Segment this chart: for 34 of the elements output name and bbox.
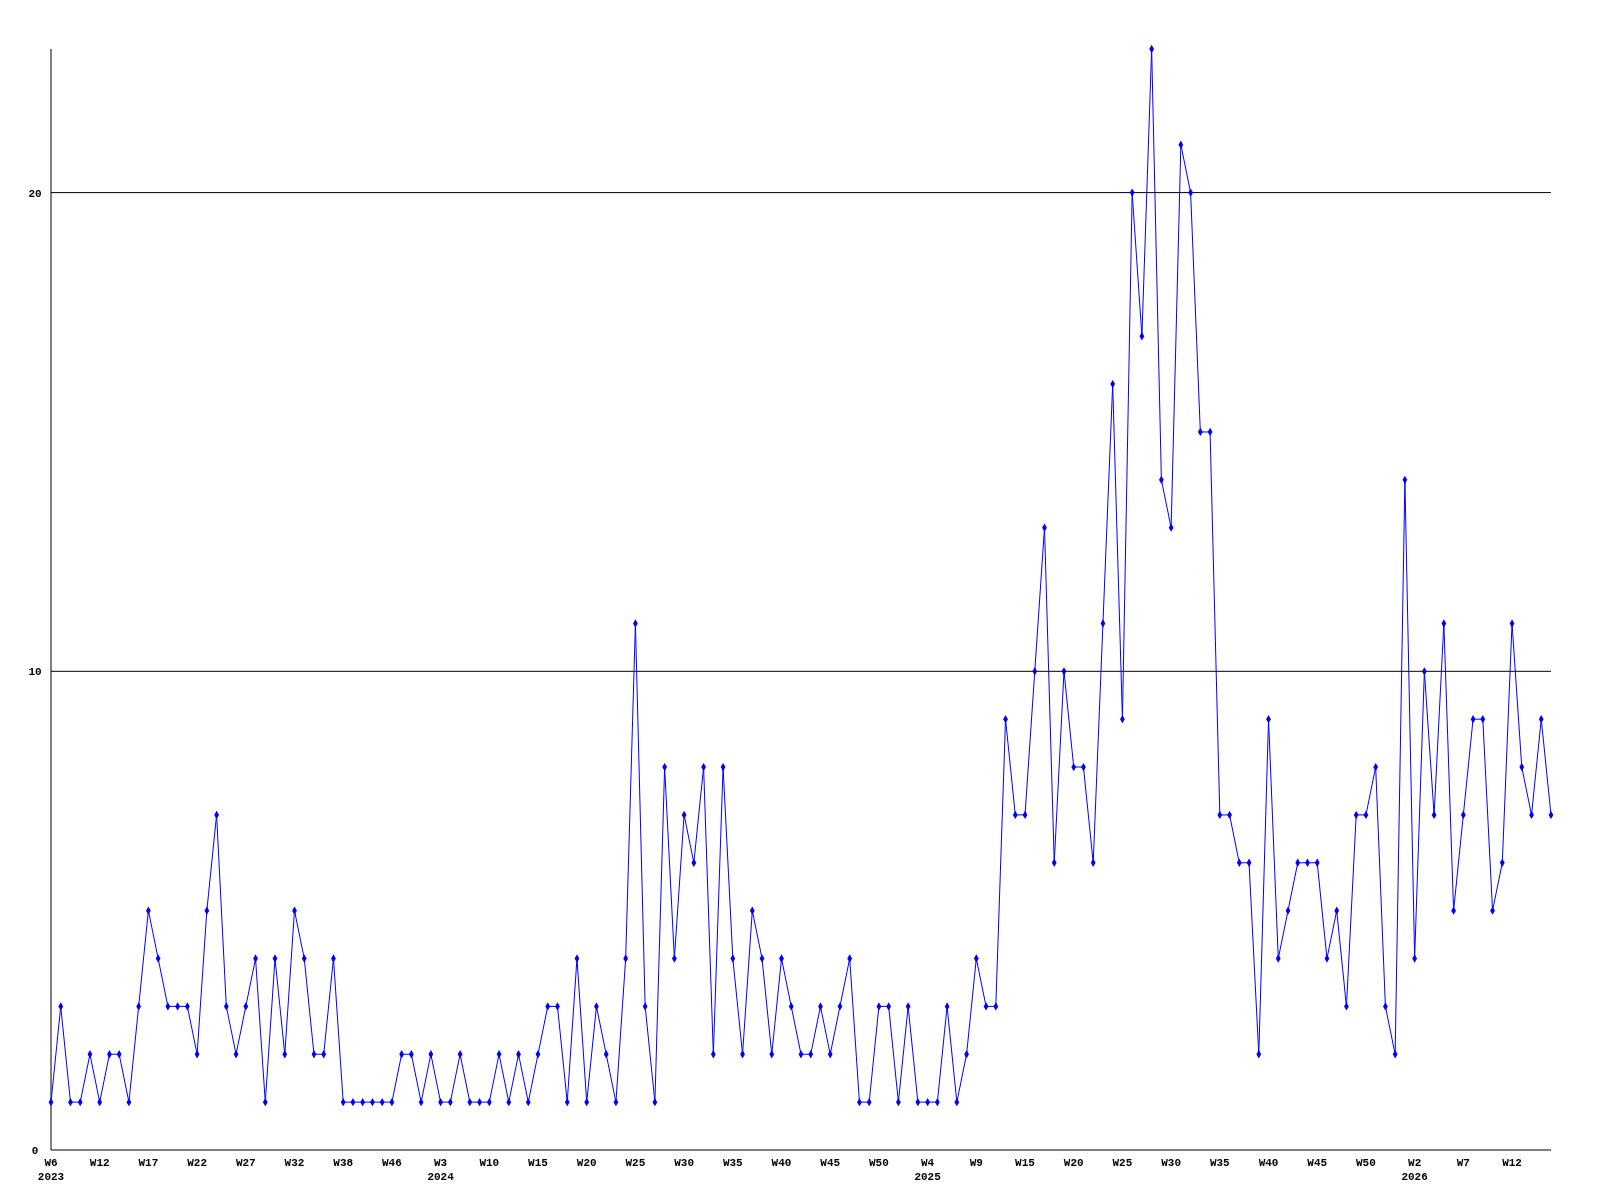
x-tick-label: W30: [674, 1157, 695, 1169]
x-tick-label: W15: [528, 1157, 549, 1169]
x-tick-label: W45: [1307, 1157, 1328, 1169]
x-tick-label: W35: [1209, 1157, 1231, 1169]
x-tick-label: W9: [969, 1157, 983, 1169]
x-tick-label: W20: [1063, 1157, 1084, 1169]
x-tick-label: W50: [869, 1157, 889, 1169]
x-tick-label: W38: [333, 1157, 354, 1169]
x-tick-label: W15: [1015, 1157, 1036, 1169]
x-tick-label: W3 2024: [427, 1157, 455, 1183]
x-tick-label: W35: [722, 1157, 744, 1169]
x-tick-label: W4 2025: [914, 1157, 942, 1183]
x-tick-label: W40: [1258, 1157, 1279, 1169]
x-tick-label: W25: [1112, 1157, 1133, 1169]
x-tick-label: W46: [382, 1157, 402, 1169]
x-tick-label: W40: [771, 1157, 792, 1169]
y-tick-label: 0: [31, 1145, 39, 1157]
x-tick-label: W12: [89, 1157, 110, 1169]
x-tick-label: W10: [479, 1157, 500, 1169]
x-tick-label: W30: [1161, 1157, 1182, 1169]
x-tick-label: W50: [1356, 1157, 1376, 1169]
x-tick-label: W6 2023: [37, 1157, 65, 1183]
x-tick-label: W7: [1456, 1157, 1470, 1169]
x-tick-label: W17: [138, 1157, 159, 1169]
x-tick-label: W22: [187, 1157, 208, 1169]
y-tick-label: 20: [28, 187, 42, 200]
x-tick-label: W27: [235, 1157, 256, 1169]
x-tick-label: W45: [820, 1157, 841, 1169]
x-tick-label: W12: [1502, 1157, 1522, 1169]
x-tick-label: W32: [284, 1157, 305, 1169]
y-tick-label: 10: [28, 666, 42, 679]
x-tick-label: W25: [625, 1157, 646, 1169]
x-tick-label: W20: [576, 1157, 597, 1169]
x-tick-label: W2 2026: [1401, 1157, 1428, 1183]
